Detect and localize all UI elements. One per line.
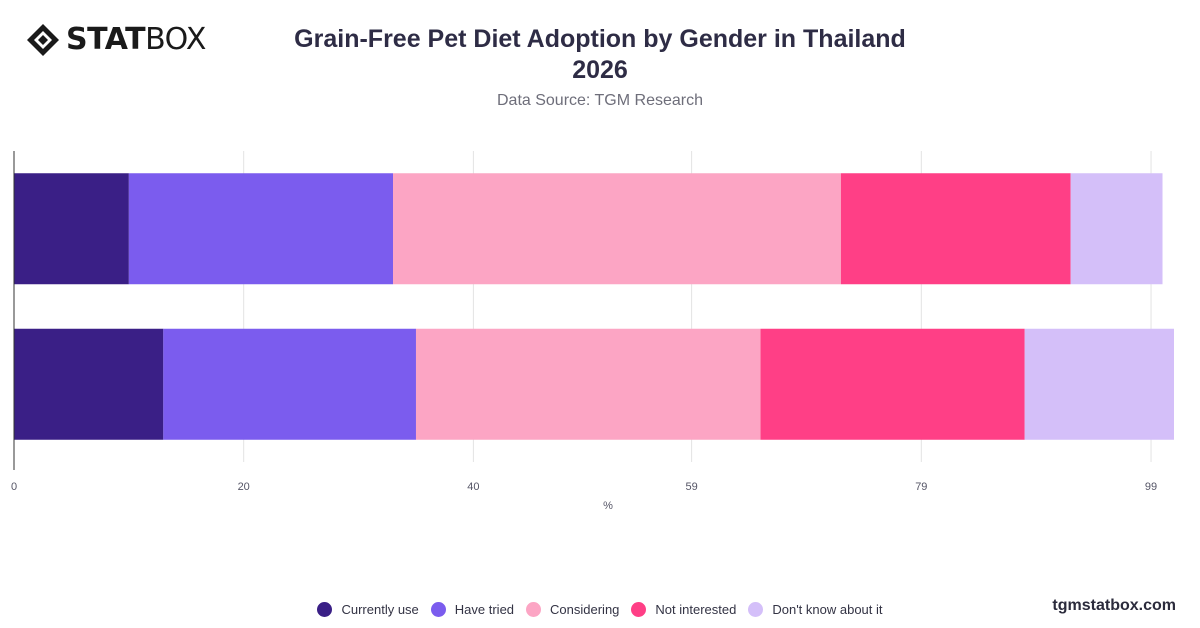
x-tick-label: 40 (467, 481, 479, 493)
legend-label: Considering (550, 602, 620, 617)
legend-label: Have tried (454, 602, 515, 617)
chart-title-line2: 2026 (572, 56, 628, 84)
bar-segment (415, 328, 761, 440)
legend-item[interactable]: Considering (526, 602, 619, 617)
bar-segment (1024, 328, 1174, 440)
chart-subtitle: Data Source: TGM Research (496, 92, 703, 109)
bar-segment (128, 173, 394, 285)
chart-legend: Currently use Have tried Considering Not in… (0, 602, 1200, 617)
x-tick-label: 79 (915, 481, 927, 493)
x-tick-label: 20 (238, 481, 250, 493)
brand-footer: tgmstatbox.com (1052, 597, 1176, 614)
x-axis-label: % (603, 500, 613, 512)
chart-title-line1: Grain-Free Pet Diet Adoption by Gender i… (294, 25, 906, 53)
bar-segment (14, 328, 164, 440)
legend-label: Not interested (655, 602, 737, 617)
x-tick-label: 59 (685, 481, 697, 493)
logo-text: STATBOX (66, 22, 206, 57)
legend-label: Don't know about it (772, 602, 883, 617)
bar-segment (760, 328, 1025, 440)
legend-item[interactable]: Don't know about it (748, 602, 883, 617)
bar-segment (840, 173, 1071, 285)
bar-segment (14, 173, 129, 285)
legend-item[interactable]: Not interested (631, 602, 736, 617)
bar-segment (393, 173, 841, 285)
x-tick-label: 99 (1145, 481, 1157, 493)
legend-marker (317, 602, 333, 617)
legend-item[interactable]: Currently use (317, 602, 419, 617)
bar-segment (163, 328, 416, 440)
legend-marker (430, 602, 446, 617)
legend-marker (631, 602, 647, 617)
x-tick-label: 0 (11, 481, 17, 493)
legend-marker (526, 602, 542, 617)
chart-title: Grain-Free Pet Diet Adoption by Gender i… (290, 24, 910, 86)
legend-label: Currently use (341, 602, 419, 617)
statbox-logo: STATBOX (26, 22, 206, 58)
legend-marker (748, 602, 764, 617)
diamond-logo-icon (27, 24, 59, 56)
legend-item[interactable]: Have tried (430, 602, 515, 617)
bar-segment (1070, 173, 1163, 285)
